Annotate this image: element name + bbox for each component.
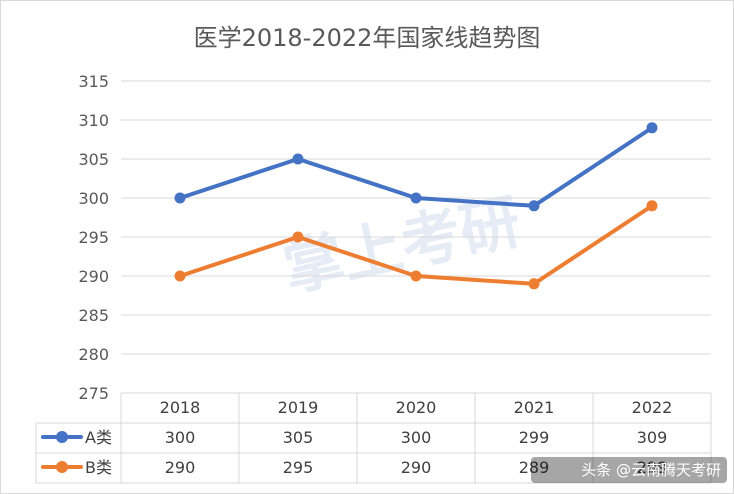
legend-label: B类 [85, 458, 112, 477]
data-table-value: 309 [637, 428, 668, 447]
x-tick-label: 2018 [160, 398, 201, 417]
y-tick-label: 310 [78, 111, 109, 130]
data-table-value: 305 [283, 428, 314, 447]
data-table-value: 299 [519, 428, 550, 447]
series-lines [174, 122, 658, 290]
y-tick-label: 295 [78, 228, 109, 247]
data-point [410, 270, 422, 282]
data-point [646, 200, 658, 212]
y-tick-label: 305 [78, 150, 109, 169]
y-tick-label: 315 [78, 72, 109, 91]
data-point [528, 278, 540, 290]
data-table-value: 295 [283, 458, 314, 477]
y-tick-label: 290 [78, 267, 109, 286]
y-tick-label: 275 [78, 384, 109, 403]
y-tick-label: 300 [78, 189, 109, 208]
chart-title: 医学2018-2022年国家线趋势图 [194, 24, 541, 52]
x-tick-label: 2022 [632, 398, 673, 417]
data-point [528, 200, 540, 212]
x-tick-label: 2021 [514, 398, 555, 417]
data-table-value: 300 [165, 428, 196, 447]
legend-swatch-marker [56, 431, 68, 443]
data-point [292, 153, 304, 165]
credit-background [531, 457, 727, 483]
data-table-value: 290 [165, 458, 196, 477]
credit-text: 头条 @云南腾天考研 [581, 461, 721, 479]
data-table-value: 300 [401, 428, 432, 447]
data-table: 2018 2019 2020 2021 2022 A类 300 305 300 299 309 B类 2… [35, 392, 712, 484]
data-point [174, 270, 186, 282]
y-axis-ticks: 275 280 285 290 295 300 305 310 315 [78, 72, 109, 403]
data-point [292, 231, 304, 243]
x-tick-label: 2019 [278, 398, 319, 417]
grid-lines [121, 80, 711, 394]
x-tick-label: 2020 [396, 398, 437, 417]
data-point [646, 122, 658, 134]
legend-label: A类 [85, 428, 112, 447]
data-table-value: 299 [637, 458, 668, 477]
y-tick-label: 285 [78, 306, 109, 325]
credit: 头条 @云南腾天考研 [531, 457, 727, 483]
y-tick-label: 280 [78, 345, 109, 364]
data-table-value: 289 [519, 458, 550, 477]
data-point [174, 192, 186, 204]
legend-swatch-marker [56, 461, 68, 473]
data-table-value: 290 [401, 458, 432, 477]
data-point [410, 192, 422, 204]
